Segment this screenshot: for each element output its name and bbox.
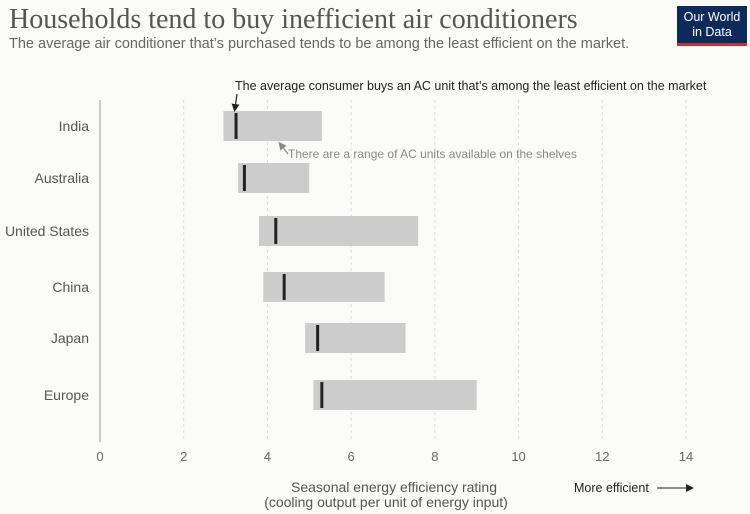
range-bar[interactable]	[238, 163, 310, 193]
category-label: India	[59, 118, 90, 134]
x-tick-label: 10	[511, 449, 525, 464]
owid-logo[interactable]: Our World in Data	[677, 6, 747, 46]
x-axis-label: Seasonal energy efficiency rating	[291, 479, 497, 495]
category-label: Europe	[44, 387, 89, 403]
logo-line-1: Our World	[683, 10, 741, 24]
average-marker	[234, 113, 238, 139]
average-marker	[320, 382, 324, 408]
range-bars	[223, 111, 477, 410]
range-bar[interactable]	[263, 272, 385, 302]
average-marker	[282, 274, 286, 300]
x-axis-sublabel: (cooling output per unit of energy input…	[264, 494, 508, 510]
average-marker	[242, 165, 246, 191]
category-labels: India Australia United States China Japan Eur…	[5, 118, 89, 403]
range-bar[interactable]	[259, 216, 419, 246]
range-annotation: There are a range of AC units available …	[288, 147, 577, 161]
average-annotation: The average consumer buys an AC unit tha…	[235, 79, 707, 93]
x-tick-label: 14	[679, 449, 693, 464]
average-marker	[316, 325, 320, 351]
logo-line-2: in Data	[692, 25, 732, 39]
gridlines	[99, 100, 687, 442]
range-annotation-arrow	[278, 141, 289, 155]
category-label: Japan	[51, 330, 89, 346]
x-tick-label: 12	[595, 449, 609, 464]
category-label: United States	[5, 223, 89, 239]
average-annotation-arrow	[231, 93, 240, 112]
chart-title: Households tend to buy inefficient air c…	[9, 4, 578, 35]
x-tick-label: 8	[431, 449, 438, 464]
x-tick-labels: 0 2 4 6 8 10 12 14	[96, 449, 693, 464]
chart-subtitle: The average air conditioner that’s purch…	[9, 36, 630, 52]
x-tick-label: 0	[96, 449, 103, 464]
x-tick-label: 2	[180, 449, 187, 464]
range-bar[interactable]	[313, 380, 477, 410]
range-bar[interactable]	[223, 111, 322, 141]
more-efficient-label: More efficient	[574, 481, 649, 495]
range-bar[interactable]	[305, 323, 406, 353]
category-label: China	[52, 279, 89, 295]
x-tick-label: 6	[348, 449, 355, 464]
category-label: Australia	[35, 170, 90, 186]
average-marker	[274, 218, 278, 244]
x-tick-label: 4	[264, 449, 271, 464]
